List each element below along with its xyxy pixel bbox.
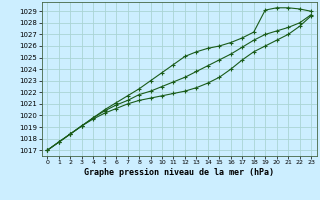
X-axis label: Graphe pression niveau de la mer (hPa): Graphe pression niveau de la mer (hPa) <box>84 168 274 177</box>
